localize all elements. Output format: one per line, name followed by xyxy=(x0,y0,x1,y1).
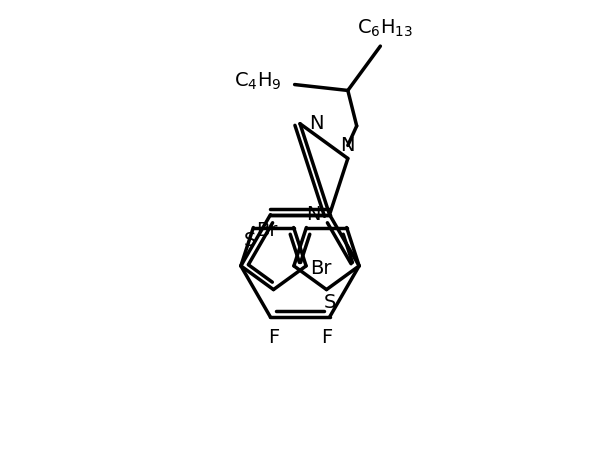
Text: C$_6$H$_{13}$: C$_6$H$_{13}$ xyxy=(357,18,413,39)
Text: S: S xyxy=(244,231,257,250)
Text: N: N xyxy=(306,205,320,224)
Text: Br: Br xyxy=(310,260,331,278)
Text: F: F xyxy=(268,328,279,347)
Text: N: N xyxy=(341,136,355,155)
Text: Br: Br xyxy=(256,221,278,240)
Text: F: F xyxy=(321,328,332,347)
Text: C$_4$H$_9$: C$_4$H$_9$ xyxy=(234,71,282,92)
Text: N: N xyxy=(310,114,324,133)
Text: S: S xyxy=(323,293,335,312)
